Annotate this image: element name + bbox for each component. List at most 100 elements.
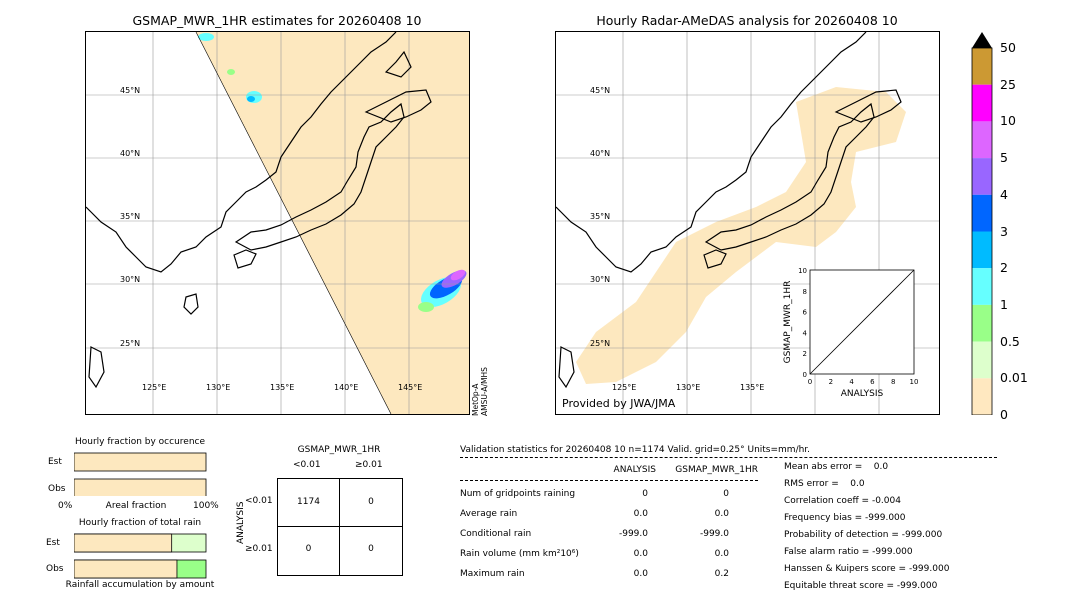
score-line: Probability of detection = -999.000 [784,530,943,540]
occ-label-est: Est [48,457,62,467]
stat-analysis-value: 0.0 [633,509,648,519]
score-line: Hanssen & Kuipers score = -999.000 [784,564,950,574]
col-gsmap: GSMAP_MWR_1HR [675,465,758,475]
cell-1-1: 1174 [297,497,320,507]
scatter-y-tick: 2 [803,350,807,358]
analysis-coverage [576,87,906,384]
score-line: Mean abs error = 0.0 [784,462,889,472]
right-coastline [556,32,902,389]
colorbar-label: 2 [1000,260,1008,276]
scatter-inset: 0 2 4 6 8 10 0 2 4 6 8 10 ANALYSIS GSMAP_MWR_1HR [778,262,928,402]
contingency-title: GSMAP_MWR_1HR [297,445,381,455]
contingency-row-lt: <0.01 [245,496,273,506]
right-lon-130: 130°E [676,383,700,392]
left-lat-25: 25°N [120,339,140,348]
left-lon-140: 140°E [334,383,358,392]
left-lon-130: 130°E [206,383,230,392]
occurrence-bar [73,478,207,498]
rain-bar [73,533,173,553]
cell-2-2: 0 [368,544,374,554]
occurrence-title: Hourly fraction by occurence [74,437,206,447]
left-map: 45°N 40°N 35°N 30°N 25°N 125°E 130°E 135… [85,31,470,415]
contingency-table: 1174 0 0 0 [277,478,403,576]
scatter-diagonal [809,269,915,375]
score-line: False alarm ratio = -999.000 [784,547,913,557]
contingency-row-label: ANALYSIS [236,501,246,544]
colorbar-segment [972,268,992,305]
colorbar-segment [972,121,992,159]
right-lat-35: 35°N [590,212,610,221]
score-line: Correlation coeff = -0.004 [784,496,901,506]
left-lat-35: 35°N [120,212,140,221]
colorbar-label: 5 [1000,150,1008,166]
scatter-x-tick: 4 [849,378,854,386]
colorbar-segment [972,48,992,85]
colorbar-label: 50 [1000,40,1016,55]
col-analysis: ANALYSIS [613,465,656,475]
colorbar-segment [972,194,992,232]
occurrence-bar [73,452,207,472]
validation-header: Validation statistics for 20260408 10 n=… [460,445,811,455]
left-coastline [86,32,432,389]
colorbar-label: 0.5 [1000,333,1020,349]
colorbar-label: 25 [1000,76,1016,92]
rain-bar [73,559,178,579]
scatter-x-tick: 6 [870,378,875,386]
colorbar-canvas [971,32,993,416]
stats-divider [460,480,758,481]
scatter-y-tick: 6 [803,309,808,317]
scatter-ylabel: GSMAP_MWR_1HR [783,281,793,364]
right-map-canvas: 45°N 40°N 35°N 30°N 25°N 125°E 130°E 135… [556,32,939,414]
validation-divider [460,457,997,458]
right-lon-135: 135°E [740,383,764,392]
stat-analysis-value: 0.0 [633,569,648,579]
contingency-col-lt: <0.01 [293,460,321,470]
colorbar-segment [972,158,992,195]
stat-gsmap-value: 0.2 [714,569,729,579]
colorbar [968,30,996,416]
score-line: Equitable threat score = -999.000 [784,581,938,591]
rain-blobs [198,33,467,312]
occ-tick-0: 0% [58,501,73,511]
satellite-note: MetOp-A AMSU-A/MHS [471,367,489,416]
colorbar-segment [972,304,992,342]
scatter-plot: 0 2 4 6 8 10 0 2 4 6 8 10 ANALYSIS GSMAP_MWR_1HR [783,267,918,399]
stat-label: Num of gridpoints raining [460,489,576,499]
stat-gsmap-value: -999.0 [699,529,729,539]
contingency-row-ge: ≥0.01 [245,544,273,554]
total-rain-chart [73,533,208,579]
provider-credit: Provided by JWA/JMA [562,397,676,410]
score-line: Frequency bias = -999.000 [784,513,906,523]
colorbar-segment [972,341,992,379]
stat-analysis-value: 0.0 [633,549,648,559]
colorbar-segment [972,231,992,269]
left-lat-40: 40°N [120,149,140,158]
right-lat-25: 25°N [590,339,610,348]
right-lat-30: 30°N [590,275,610,284]
total-rain-title: Hourly fraction of total rain [78,518,202,528]
contingency-col-ge: ≥0.01 [355,460,383,470]
right-lon-125: 125°E [612,383,636,392]
occ-xlabel: Areal fraction [105,501,167,511]
colorbar-arrow [972,32,992,48]
stat-label: Conditional rain [460,529,532,539]
scatter-x-tick: 0 [808,378,812,386]
occ-label-obs: Obs [48,484,66,494]
cell-1-2: 0 [368,497,374,507]
cell-2-1: 0 [305,544,312,554]
rain-label-est: Est [46,538,60,548]
colorbar-segment [972,84,992,122]
stat-label: Maximum rain [460,569,525,579]
scatter-x-tick: 2 [829,378,833,386]
right-lat-40: 40°N [590,149,610,158]
scatter-y-tick: 0 [803,371,807,379]
stat-gsmap-value: 0 [723,489,729,499]
occ-tick-100: 100% [193,501,219,511]
scatter-x-tick: 8 [891,378,895,386]
left-map-canvas: 45°N 40°N 35°N 30°N 25°N 125°E 130°E 135… [86,32,469,414]
left-lon-135: 135°E [270,383,294,392]
stat-analysis-value: 0 [642,489,648,499]
scatter-xlabel: ANALYSIS [841,389,884,399]
score-line: RMS error = 0.0 [784,479,865,489]
rain-xlabel: Rainfall accumulation by amount [65,580,215,590]
